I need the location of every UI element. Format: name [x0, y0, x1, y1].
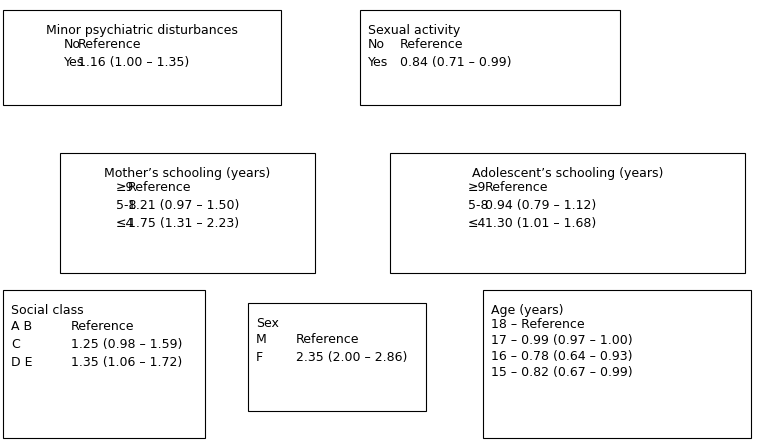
Text: No: No — [368, 38, 385, 51]
Text: Adolescent’s schooling (years): Adolescent’s schooling (years) — [472, 167, 663, 180]
Text: 2.35 (2.00 – 2.86): 2.35 (2.00 – 2.86) — [296, 351, 407, 364]
Text: 1.75 (1.31 – 2.23): 1.75 (1.31 – 2.23) — [128, 217, 239, 230]
Text: Minor psychiatric disturbances: Minor psychiatric disturbances — [46, 24, 238, 37]
Text: Social class: Social class — [11, 304, 83, 317]
Text: 1.21 (0.97 – 1.50): 1.21 (0.97 – 1.50) — [128, 199, 239, 212]
Bar — [483, 290, 751, 438]
Bar — [360, 10, 620, 105]
Bar — [60, 153, 315, 273]
Text: 1.16 (1.00 – 1.35): 1.16 (1.00 – 1.35) — [78, 56, 189, 69]
Text: Yes: Yes — [64, 56, 85, 69]
Bar — [248, 303, 426, 411]
Text: ≥9: ≥9 — [116, 181, 135, 194]
Text: Mother’s schooling (years): Mother’s schooling (years) — [104, 167, 270, 180]
Text: 15 – 0.82 (0.67 – 0.99): 15 – 0.82 (0.67 – 0.99) — [491, 366, 633, 379]
Text: No: No — [64, 38, 81, 51]
Text: ≤4: ≤4 — [468, 217, 487, 230]
Text: Reference: Reference — [78, 38, 142, 51]
Text: ≥9: ≥9 — [468, 181, 487, 194]
Text: Sex: Sex — [256, 317, 279, 330]
Text: Age (years): Age (years) — [491, 304, 563, 317]
Text: Reference: Reference — [400, 38, 463, 51]
Text: A B: A B — [11, 320, 32, 333]
Text: C: C — [11, 338, 20, 351]
Text: 1.35 (1.06 – 1.72): 1.35 (1.06 – 1.72) — [71, 356, 182, 369]
Text: Reference: Reference — [71, 320, 135, 333]
Text: ≤4: ≤4 — [116, 217, 135, 230]
Bar — [3, 290, 205, 438]
Text: 5-8: 5-8 — [116, 199, 136, 212]
Text: Reference: Reference — [485, 181, 549, 194]
Text: 0.84 (0.71 – 0.99): 0.84 (0.71 – 0.99) — [400, 56, 512, 69]
Text: 17 – 0.99 (0.97 – 1.00): 17 – 0.99 (0.97 – 1.00) — [491, 334, 633, 347]
Text: M: M — [256, 333, 266, 346]
Text: Reference: Reference — [296, 333, 360, 346]
Text: 1.25 (0.98 – 1.59): 1.25 (0.98 – 1.59) — [71, 338, 182, 351]
Bar — [3, 10, 281, 105]
Text: Reference: Reference — [128, 181, 192, 194]
Text: 18 – Reference: 18 – Reference — [491, 318, 584, 331]
Text: Sexual activity: Sexual activity — [368, 24, 460, 37]
Bar — [390, 153, 745, 273]
Text: 1.30 (1.01 – 1.68): 1.30 (1.01 – 1.68) — [485, 217, 597, 230]
Text: 5-8: 5-8 — [468, 199, 488, 212]
Text: Yes: Yes — [368, 56, 388, 69]
Text: F: F — [256, 351, 263, 364]
Text: D E: D E — [11, 356, 33, 369]
Text: 0.94 (0.79 – 1.12): 0.94 (0.79 – 1.12) — [485, 199, 597, 212]
Text: 16 – 0.78 (0.64 – 0.93): 16 – 0.78 (0.64 – 0.93) — [491, 350, 633, 363]
